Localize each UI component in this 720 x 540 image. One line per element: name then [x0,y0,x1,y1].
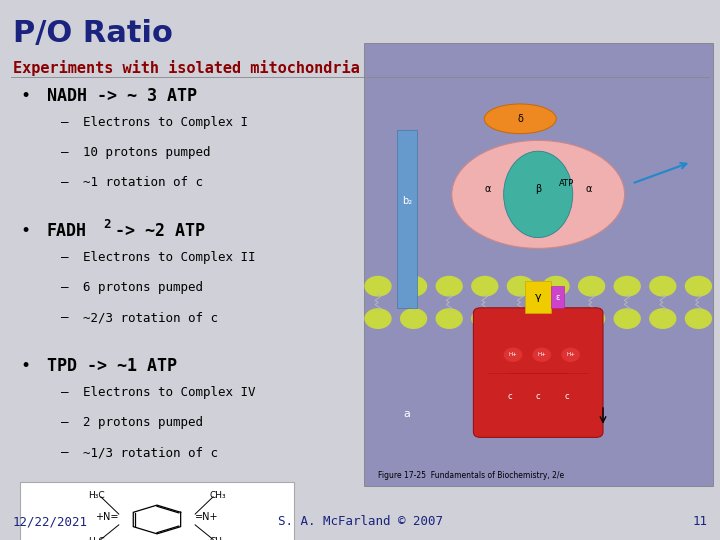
FancyBboxPatch shape [364,43,713,486]
Text: H+: H+ [537,352,546,357]
Text: α: α [585,184,592,194]
Circle shape [614,276,640,296]
Text: CH₃: CH₃ [210,537,226,540]
Text: ~1/3 rotation of c: ~1/3 rotation of c [83,446,218,459]
Circle shape [436,276,462,296]
Text: FADH: FADH [47,222,87,240]
Text: ε: ε [555,293,560,301]
Text: 6 protons pumped: 6 protons pumped [83,281,203,294]
Text: –: – [61,446,68,459]
Text: c: c [507,392,512,401]
Text: a: a [403,409,410,419]
Circle shape [650,309,676,328]
Text: TPD -> ~1 ATP: TPD -> ~1 ATP [47,357,177,375]
Text: Electrons to Complex IV: Electrons to Complex IV [83,386,256,399]
Ellipse shape [504,151,573,238]
Circle shape [365,276,391,296]
Text: =N+: =N+ [195,512,219,522]
Text: 2: 2 [103,218,110,231]
Text: ~1 rotation of c: ~1 rotation of c [83,176,203,189]
Circle shape [534,348,551,361]
Text: 11: 11 [692,515,707,528]
Text: β: β [535,184,541,194]
Circle shape [508,276,534,296]
Text: H₃C: H₃C [88,491,104,500]
Circle shape [579,276,605,296]
Text: Electrons to Complex I: Electrons to Complex I [83,116,248,129]
Text: c: c [564,392,570,401]
Text: δ: δ [517,114,523,124]
Circle shape [685,276,711,296]
Text: b₂: b₂ [402,196,412,206]
Ellipse shape [485,104,557,134]
Text: γ: γ [535,292,541,302]
Text: H₃C: H₃C [88,537,104,540]
Text: –: – [61,416,68,429]
Text: –: – [61,146,68,159]
Text: –: – [61,176,68,189]
Text: •: • [20,87,30,105]
FancyBboxPatch shape [552,286,564,308]
Text: Electrons to Complex II: Electrons to Complex II [83,251,256,264]
Text: Figure 17-25  Fundamentals of Biochemistry, 2/e: Figure 17-25 Fundamentals of Biochemistr… [378,470,564,480]
Circle shape [508,309,534,328]
Text: -> ~2 ATP: -> ~2 ATP [115,222,205,240]
Text: α: α [485,184,491,194]
FancyBboxPatch shape [526,281,552,313]
Circle shape [685,309,711,328]
Circle shape [400,276,426,296]
Text: CH₃: CH₃ [210,491,226,500]
Text: c: c [536,392,541,401]
FancyBboxPatch shape [474,308,603,437]
Circle shape [614,309,640,328]
Text: H+: H+ [508,352,518,357]
Text: ATP: ATP [559,179,575,188]
Text: P/O Ratio: P/O Ratio [13,19,173,48]
Circle shape [650,276,676,296]
Text: –: – [61,116,68,129]
Circle shape [400,309,426,328]
Text: –: – [61,386,68,399]
Circle shape [579,309,605,328]
Text: S. A. McFarland © 2007: S. A. McFarland © 2007 [277,515,443,528]
FancyBboxPatch shape [397,130,417,308]
Text: ~2/3 rotation of c: ~2/3 rotation of c [83,311,218,324]
Text: NADH -> ~ 3 ATP: NADH -> ~ 3 ATP [47,87,197,105]
Text: H+: H+ [566,352,575,357]
Circle shape [543,276,569,296]
Text: •: • [20,222,30,240]
Text: •: • [20,357,30,375]
Ellipse shape [452,140,625,248]
Circle shape [472,309,498,328]
Text: 2 protons pumped: 2 protons pumped [83,416,203,429]
Circle shape [505,348,522,361]
Text: +N=: +N= [95,512,119,522]
Text: –: – [61,281,68,294]
Text: –: – [61,311,68,324]
Circle shape [543,309,569,328]
Circle shape [472,276,498,296]
Text: Experiments with isolated mitochondria: Experiments with isolated mitochondria [13,60,360,77]
Circle shape [562,348,579,361]
Text: 12/22/2021: 12/22/2021 [13,515,88,528]
Text: 10 protons pumped: 10 protons pumped [83,146,210,159]
Circle shape [365,309,391,328]
Circle shape [436,309,462,328]
Text: –: – [61,251,68,264]
FancyBboxPatch shape [20,482,294,540]
